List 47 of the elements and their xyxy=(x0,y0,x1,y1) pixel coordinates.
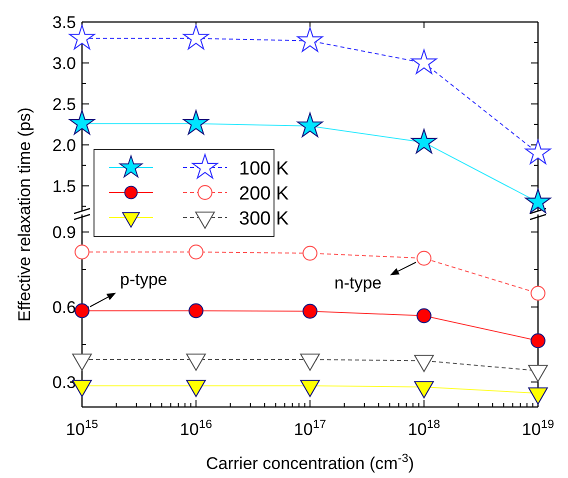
y-tick-label: 3.5 xyxy=(52,13,76,32)
point xyxy=(414,381,434,398)
x-tick-label: 10$^{19}$ xyxy=(522,417,554,439)
point xyxy=(525,188,551,214)
point xyxy=(69,110,95,135)
legend-label: 200 K xyxy=(239,184,289,204)
legend-label: 100 K xyxy=(239,158,289,180)
y-tick-label: 0.9 xyxy=(52,223,76,242)
point xyxy=(183,110,209,135)
point xyxy=(300,380,320,398)
point xyxy=(414,354,434,372)
y-tick-label: 1.5 xyxy=(52,176,76,196)
annotation: p-type xyxy=(120,270,168,289)
y-axis-title: Effective relaxation time (ps) xyxy=(15,107,34,322)
point xyxy=(530,286,546,301)
point xyxy=(186,380,206,398)
y-tick-label: 2.0 xyxy=(52,136,76,155)
point xyxy=(74,244,90,260)
point xyxy=(528,387,548,405)
point xyxy=(302,304,318,319)
point xyxy=(183,24,209,50)
x-tick-label: 10$^{17}$ xyxy=(294,417,326,439)
point xyxy=(72,354,92,371)
y-tick-label: 2.5 xyxy=(52,94,76,114)
point xyxy=(186,354,206,371)
point xyxy=(416,308,432,324)
x-axis-title: Carrier concentration (cm$^{-3}$) xyxy=(206,451,414,473)
point xyxy=(416,250,432,266)
legend-label: 300 K xyxy=(239,208,289,230)
point xyxy=(188,303,204,318)
x-tick-label: 10$^{18}$ xyxy=(408,417,440,439)
x-tick-label: 10$^{15}$ xyxy=(66,417,98,439)
point xyxy=(188,244,204,260)
point xyxy=(300,354,320,371)
point xyxy=(74,303,90,318)
point xyxy=(297,27,323,52)
y-tick-label: 0.3 xyxy=(52,373,76,392)
annotation: n-type xyxy=(334,273,382,292)
point xyxy=(525,140,551,164)
point xyxy=(528,364,548,382)
x-tick-label: 10$^{16}$ xyxy=(180,417,212,439)
point xyxy=(297,112,323,138)
point xyxy=(302,246,318,261)
y-tick-label: 0.6 xyxy=(52,298,76,317)
point xyxy=(411,128,437,154)
y-tick-label: 3.0 xyxy=(52,54,76,73)
point xyxy=(411,49,437,74)
